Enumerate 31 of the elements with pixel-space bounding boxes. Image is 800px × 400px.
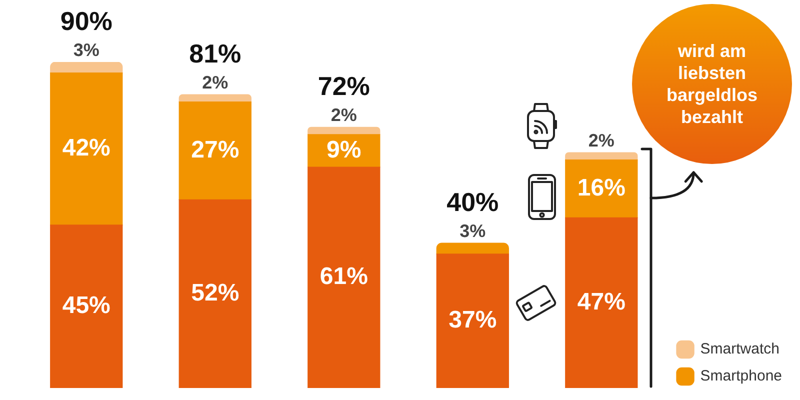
total-label: 72% [318,71,370,102]
data-label: 61% [320,263,368,290]
data-label: 3% [73,40,100,60]
legend-label: Smartphone [700,368,782,385]
data-label: 2% [202,72,228,93]
bar [178,199,252,388]
data-label: 16% [577,174,626,202]
bar [308,166,380,388]
bar [565,217,638,388]
circle-badge: wird am liebsten bargeldlos bezahlt [632,4,792,164]
bar [436,254,509,388]
total-label: 40% [446,187,499,218]
data-label: 2% [588,130,614,151]
bar [436,242,509,254]
data-label: 52% [191,279,240,306]
bar [565,152,638,160]
data-label: 3% [460,221,486,242]
bar [178,102,252,200]
legend-label: Smartwatch [700,340,780,358]
data-label: 45% [62,292,110,320]
data-label: 2% [330,105,357,126]
bar [50,224,123,388]
total-label: 81% [189,38,242,69]
bar [50,72,123,226]
data-label: 47% [577,288,626,316]
data-label: 42% [62,134,110,162]
total-label: 90% [60,6,112,36]
bar [50,62,123,74]
data-label: 27% [191,136,240,164]
data-label: 37% [448,306,497,334]
data-label: 9% [326,136,362,164]
